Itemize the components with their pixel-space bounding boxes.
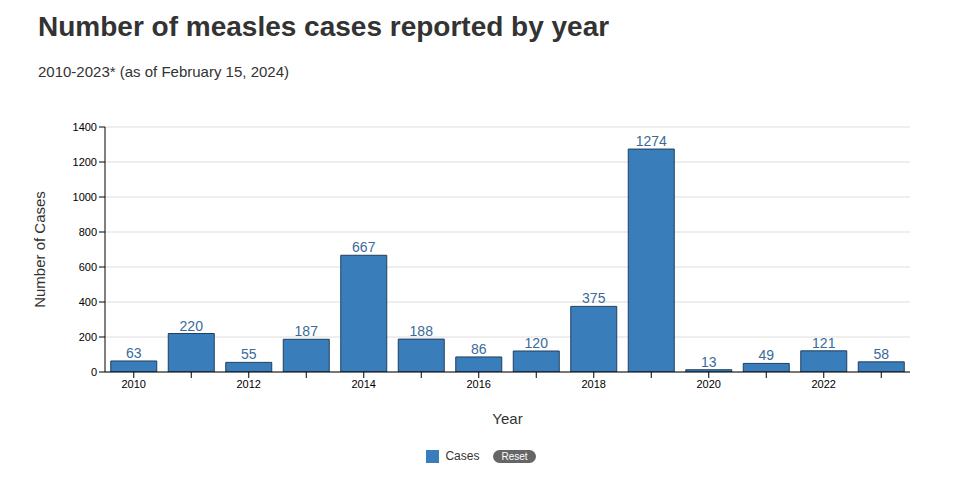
svg-text:188: 188 [410, 323, 434, 339]
svg-text:120: 120 [525, 335, 549, 351]
svg-text:2020: 2020 [697, 378, 721, 390]
svg-text:13: 13 [701, 354, 717, 370]
svg-text:200: 200 [79, 331, 97, 343]
html-text:Reset: Reset [501, 450, 528, 462]
svg-text:187: 187 [295, 323, 319, 339]
html-text:2010-2023* (as of February 15,: 2010-2023* (as of February 15, 2024) [38, 63, 289, 80]
svg-text:2012: 2012 [237, 378, 261, 390]
svg-text:63: 63 [126, 345, 142, 361]
svg-text:0: 0 [91, 366, 97, 378]
svg-text:2016: 2016 [467, 378, 491, 390]
svg-text:86: 86 [471, 341, 487, 357]
svg-text:220: 220 [180, 318, 204, 334]
svg-text:2022: 2022 [812, 378, 836, 390]
svg-text:2018: 2018 [582, 378, 606, 390]
svg-text:121: 121 [812, 335, 836, 351]
svg-text:Year: Year [492, 410, 522, 427]
svg-text:Number of Cases: Number of Cases [31, 191, 48, 308]
html-text:Cases: Cases [445, 449, 480, 463]
html-text:Number of measles cases report: Number of measles cases reported by year [38, 11, 610, 42]
svg-text:800: 800 [79, 226, 97, 238]
svg-text:1274: 1274 [636, 133, 667, 149]
svg-text:58: 58 [873, 346, 889, 362]
svg-text:1200: 1200 [73, 156, 97, 168]
svg-text:600: 600 [79, 261, 97, 273]
svg-text:375: 375 [582, 290, 606, 306]
svg-text:2014: 2014 [352, 378, 376, 390]
svg-text:1400: 1400 [73, 121, 97, 133]
svg-text:2010: 2010 [122, 378, 146, 390]
svg-text:400: 400 [79, 296, 97, 308]
svg-text:1000: 1000 [73, 191, 97, 203]
svg-text:49: 49 [758, 347, 774, 363]
svg-text:55: 55 [241, 346, 257, 362]
svg-text:667: 667 [352, 239, 376, 255]
